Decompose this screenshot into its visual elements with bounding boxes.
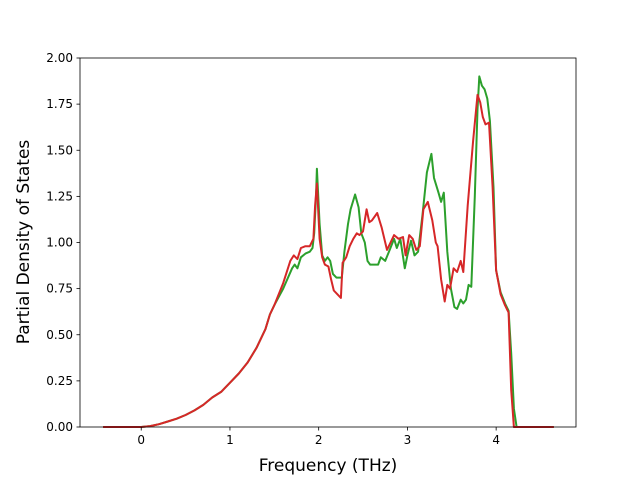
y-tick-label: 0.75 [46,282,73,296]
y-tick-label: 2.00 [46,51,73,65]
y-tick-label: 0.50 [46,328,73,342]
series-line-1 [103,93,554,428]
plot-frame [79,57,577,428]
x-tick-label: 4 [492,433,500,447]
series-line-0 [103,75,554,428]
y-tick-label: 1.25 [46,189,73,203]
y-axis-label: Partial Density of States [14,140,34,345]
y-tick-label: 0.25 [46,374,73,388]
plot-lines [103,75,554,428]
x-axis: 0 1 2 3 4 [137,427,500,447]
y-axis: 0.00 0.25 0.50 0.75 1.00 1.25 1.50 1.75 2.00 [46,51,80,434]
y-tick-label: 1.75 [46,97,73,111]
y-tick-label: 1.00 [46,236,73,250]
x-axis-label: Frequency (THz) [259,456,398,476]
y-tick-label: 0.00 [46,420,73,434]
x-tick-label: 0 [137,433,145,447]
x-tick-label: 3 [404,433,412,447]
x-tick-label: 2 [315,433,323,447]
y-tick-label: 1.50 [46,143,73,157]
x-tick-label: 1 [226,433,234,447]
